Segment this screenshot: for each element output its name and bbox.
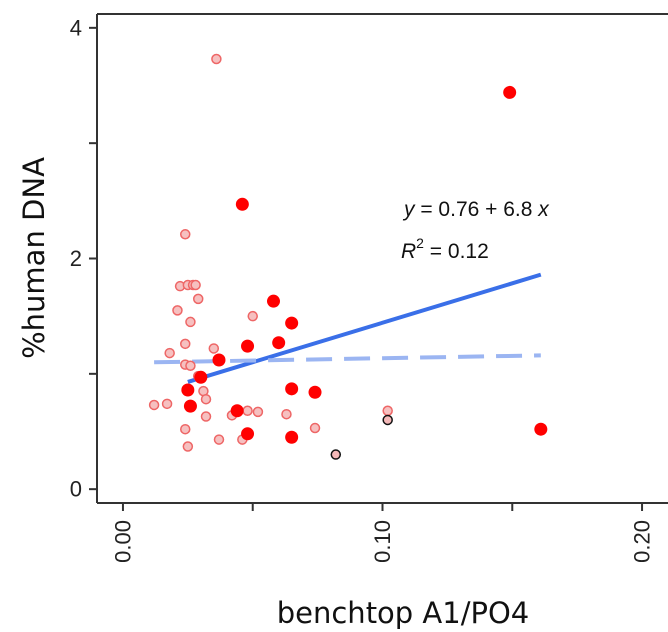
data-point-open bbox=[382, 405, 393, 416]
data-point-open bbox=[172, 305, 183, 316]
regression-equation: y = 0.76 + 6.8 x R2 = 0.12 bbox=[401, 198, 550, 263]
data-point-open bbox=[309, 422, 321, 434]
data-point-filled bbox=[266, 294, 280, 308]
data-point-open bbox=[179, 229, 191, 240]
x-ticks: 0.00 0.10 0.20 bbox=[110, 503, 655, 563]
data-point-filled bbox=[285, 316, 299, 330]
data-point-open bbox=[179, 338, 191, 350]
data-point-open bbox=[252, 406, 264, 418]
r-squared-superscript: 2 bbox=[416, 235, 424, 251]
data-point-filled bbox=[181, 383, 195, 397]
equation-text: y = 0.76 + 6.8 x bbox=[402, 198, 550, 221]
y-tick-label: 2 bbox=[70, 246, 82, 271]
y-tick-label: 4 bbox=[70, 15, 82, 40]
r-squared-value: = 0.12 bbox=[424, 240, 489, 263]
data-point-filled bbox=[241, 339, 255, 353]
data-point-filled bbox=[272, 336, 286, 350]
r-squared-label: R bbox=[401, 240, 416, 263]
data-point-open bbox=[208, 343, 220, 354]
data-point-open bbox=[161, 398, 173, 410]
x-tick-label: 0.00 bbox=[110, 520, 135, 563]
data-point-filled bbox=[241, 427, 255, 441]
x-tick-label: 0.20 bbox=[630, 520, 655, 563]
data-point-outlier bbox=[330, 449, 342, 460]
equation-y-var: y bbox=[402, 198, 416, 221]
regression-lines bbox=[154, 272, 542, 384]
data-point-open bbox=[179, 423, 191, 435]
data-point-filled bbox=[285, 382, 299, 396]
regression-fit-line bbox=[187, 272, 542, 384]
data-point-open bbox=[211, 53, 222, 65]
data-point-open bbox=[192, 293, 204, 305]
data-point-filled bbox=[503, 85, 517, 99]
data-point-filled bbox=[212, 353, 226, 367]
data-point-open bbox=[281, 408, 292, 420]
data-point-filled bbox=[534, 422, 548, 436]
data-point-outlier bbox=[382, 414, 393, 426]
x-tick-label: 0.10 bbox=[370, 520, 395, 563]
data-point-open bbox=[242, 405, 253, 416]
x-axis-title: benchtop A1/PO4 bbox=[277, 596, 530, 630]
y-ticks: 0 2 4 bbox=[70, 15, 97, 502]
data-point-open bbox=[213, 434, 225, 445]
y-tick-label: 0 bbox=[70, 477, 82, 502]
data-point-open bbox=[164, 347, 175, 359]
data-point-open bbox=[247, 310, 258, 322]
data-point-open bbox=[185, 360, 196, 372]
data-point-open bbox=[200, 393, 212, 405]
data-point-filled bbox=[230, 404, 244, 418]
data-point-filled bbox=[285, 430, 299, 444]
data-point-filled bbox=[235, 197, 249, 211]
data-point-filled bbox=[194, 370, 208, 384]
data-points bbox=[148, 53, 548, 460]
equation-body: = 0.76 + 6.8 bbox=[415, 198, 539, 221]
data-point-filled bbox=[308, 385, 322, 399]
data-point-open bbox=[148, 399, 160, 411]
data-point-open bbox=[200, 411, 212, 422]
dashed-fit-line bbox=[154, 353, 541, 365]
r-squared-text: R2 = 0.12 bbox=[401, 235, 489, 263]
data-point-open bbox=[185, 316, 196, 328]
data-point-open bbox=[190, 279, 201, 291]
y-axis-title: %human DNA bbox=[17, 157, 51, 359]
data-point-open bbox=[182, 441, 194, 452]
data-point-filled bbox=[183, 399, 197, 413]
equation-x-var: x bbox=[537, 198, 550, 221]
